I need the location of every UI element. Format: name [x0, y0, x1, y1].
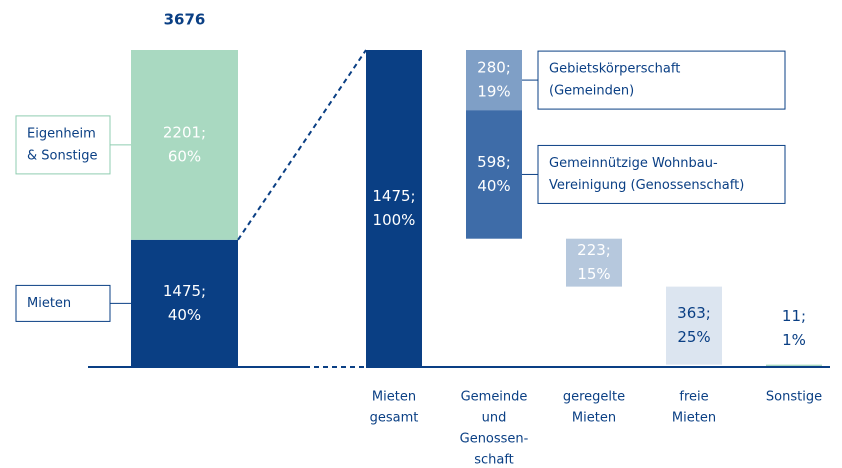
bar — [566, 238, 622, 287]
value-label: 280; — [477, 59, 511, 77]
value-label: 598; — [477, 153, 511, 171]
callout-box — [15, 115, 111, 175]
share-label: 19% — [477, 83, 510, 101]
x-tick-label: Sonstige — [766, 390, 822, 405]
callout-text: (Gemeinden) — [549, 84, 634, 99]
value-label: 2201; — [163, 123, 206, 141]
x-tick-label: Mieten — [372, 390, 416, 405]
total-label: 3676 — [164, 11, 206, 29]
value-label: 1475; — [372, 187, 415, 205]
callout-text: Vereinigung (Genossenschaft) — [549, 178, 744, 193]
x-tick-label: gesamt — [370, 411, 419, 426]
x-tick-label: Genossen- — [460, 432, 529, 447]
bar — [766, 364, 822, 367]
bar — [666, 286, 722, 365]
value-label: 1475; — [163, 282, 206, 300]
bar — [366, 50, 422, 367]
x-tick-label: Gemeinde — [461, 390, 528, 405]
value-label: 11; — [782, 307, 806, 325]
connector — [237, 49, 367, 241]
segment — [131, 50, 238, 240]
value-label: 363; — [677, 304, 711, 322]
share-label: 15% — [577, 265, 610, 283]
x-tick-label: Mieten — [672, 411, 716, 426]
share-label: 100% — [373, 211, 416, 229]
x-tick-label: freie — [679, 390, 708, 405]
share-label: 40% — [168, 306, 201, 324]
callout-text: Gebietskörperschaft — [549, 62, 680, 77]
x-tick-label: geregelte — [563, 390, 625, 405]
bar — [466, 110, 522, 239]
share-label: 25% — [677, 328, 710, 346]
callout-box — [537, 50, 786, 110]
x-tick-label: und — [482, 411, 507, 426]
x-tick-label: schaft — [474, 453, 514, 468]
share-label: 40% — [477, 177, 510, 195]
x-tick-label: Mieten — [572, 411, 616, 426]
callout-box — [15, 284, 111, 322]
callout-box — [537, 144, 786, 204]
callout-text: Gemeinnützige Wohnbau- — [549, 156, 718, 171]
segment — [131, 239, 238, 367]
share-label: 1% — [782, 331, 806, 349]
callout-text: Mieten — [27, 296, 71, 311]
value-label: 223; — [577, 241, 611, 259]
bar — [466, 50, 522, 111]
callout-text: & Sonstige — [27, 148, 97, 163]
share-label: 60% — [168, 147, 201, 165]
callout-text: Eigenheim — [27, 126, 96, 141]
